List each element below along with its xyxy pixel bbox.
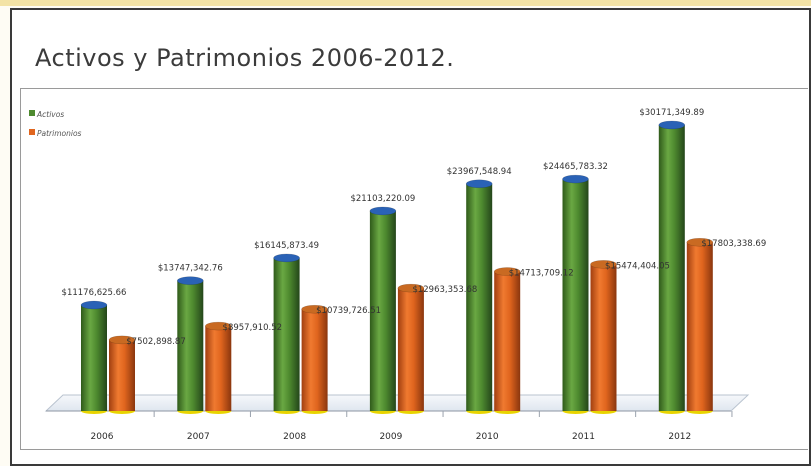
- data-label: $23967,548.94: [447, 167, 512, 177]
- legend-label-patrimonios: Patrimonios: [37, 129, 82, 138]
- bar-patrimonios-2008: [301, 304, 328, 414]
- page-title: Activos y Patrimonios 2006-2012.: [35, 44, 455, 72]
- x-tick-label: 2009: [379, 432, 402, 442]
- data-label: $21103,220.09: [350, 194, 415, 204]
- data-label: $14713,709.12: [509, 269, 574, 279]
- x-tick-label: 2006: [91, 432, 114, 442]
- bar-chart: 2006 2007 2008 2009 2010 2011 2012 $11176,625.…: [29, 108, 766, 442]
- bar-patrimonios-2010: [493, 267, 521, 414]
- x-tick-label: 2012: [668, 432, 691, 442]
- bar-patrimonios-2007: [205, 321, 232, 414]
- data-label: $15474,404.05: [605, 261, 670, 271]
- chart-floor: [44, 394, 750, 412]
- legend-swatch-patrimonios: [29, 129, 35, 135]
- legend-swatch-activos: [29, 110, 35, 116]
- x-tick-label: 2011: [572, 432, 595, 442]
- data-label: $13747,342.76: [158, 264, 223, 274]
- x-tick-label: 2008: [283, 432, 306, 442]
- data-label: $10739,726.51: [316, 306, 381, 316]
- bar-activos-2006: [80, 300, 108, 414]
- bar-activos-2008: [273, 253, 300, 414]
- top-accent-line: [0, 0, 811, 6]
- bar-patrimonios-2011: [590, 260, 617, 414]
- chart-panel: 2006 2007 2008 2009 2010 2011 2012 $11176,625.…: [20, 88, 808, 450]
- bar-activos-2010: [465, 179, 493, 414]
- data-label: $8957,910.52: [223, 323, 282, 333]
- bar-patrimonios-2012: [686, 237, 714, 414]
- bar-activos-2007: [177, 276, 204, 414]
- bar-activos-2011: [562, 174, 589, 414]
- data-label: $16145,873.49: [254, 241, 319, 251]
- data-label: $11176,625.66: [62, 288, 127, 298]
- bar-activos-2009: [369, 206, 397, 414]
- data-label: $17803,338.69: [701, 239, 766, 249]
- x-tick-label: 2007: [187, 432, 210, 442]
- x-tick-label: 2010: [476, 432, 499, 442]
- data-label: $24465,783.32: [543, 162, 608, 172]
- bar-patrimonios-2009: [397, 283, 425, 414]
- data-label: $30171,349.89: [639, 108, 704, 118]
- bar-activos-2012: [658, 120, 686, 414]
- data-label: $7502,898.87: [126, 337, 185, 347]
- data-label: $12963,353.68: [412, 285, 477, 295]
- legend-label-activos: Activos: [36, 110, 64, 119]
- bar-patrimonios-2006: [108, 335, 136, 414]
